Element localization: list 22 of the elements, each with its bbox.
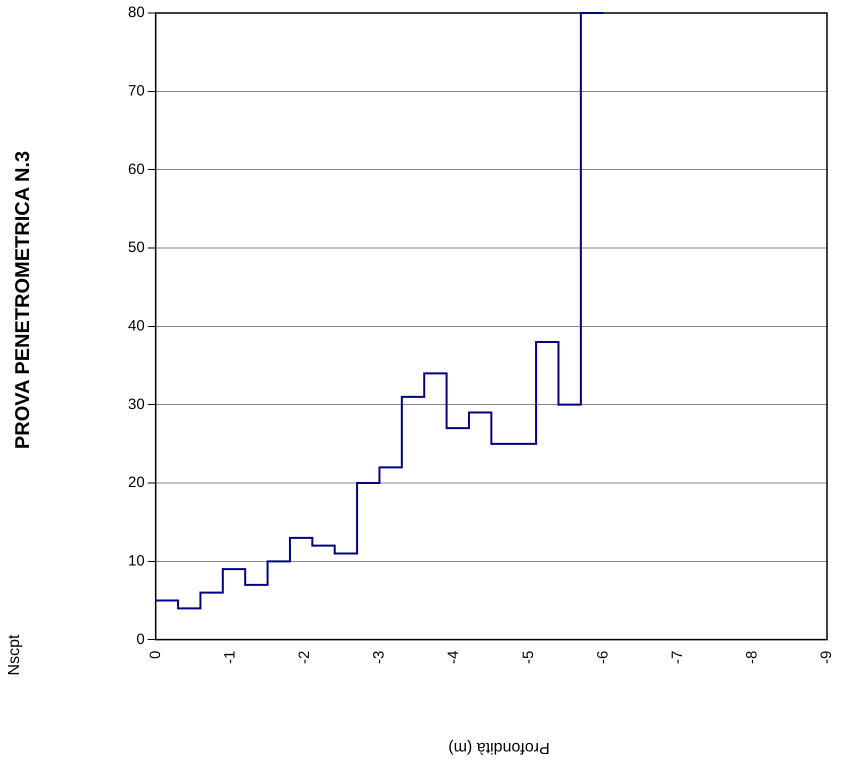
text: PROVA PENETROMETRICA N.3 xyxy=(12,150,35,450)
x-tick-label: -6 xyxy=(594,650,612,664)
x-tick-label: -9 xyxy=(818,650,836,664)
x-tick-label: -8 xyxy=(744,650,761,664)
x-tick-label: -2 xyxy=(296,650,314,664)
x-tick-label: -5 xyxy=(520,650,537,664)
text: Nscpt xyxy=(6,634,24,676)
x-tick-label: 0 xyxy=(146,650,164,660)
y-tick-label: 80 xyxy=(128,4,145,22)
y-tick-label: 30 xyxy=(128,396,145,413)
y-tick-label: 20 xyxy=(128,474,145,492)
y-tick-label: 60 xyxy=(128,160,145,178)
y-tick-label: 0 xyxy=(136,630,145,648)
y-tick-label: 70 xyxy=(128,82,145,100)
y-tick-label: 50 xyxy=(128,239,145,256)
y-tick-label: 40 xyxy=(128,317,145,334)
x-tick-label: -1 xyxy=(221,650,238,664)
x-tick-label: -3 xyxy=(370,650,388,664)
x-tick-label: -4 xyxy=(445,650,462,664)
x-axis-title: Profondità (m) xyxy=(448,738,550,756)
y-tick-label: 10 xyxy=(128,552,145,570)
x-tick-label: -7 xyxy=(668,650,686,664)
